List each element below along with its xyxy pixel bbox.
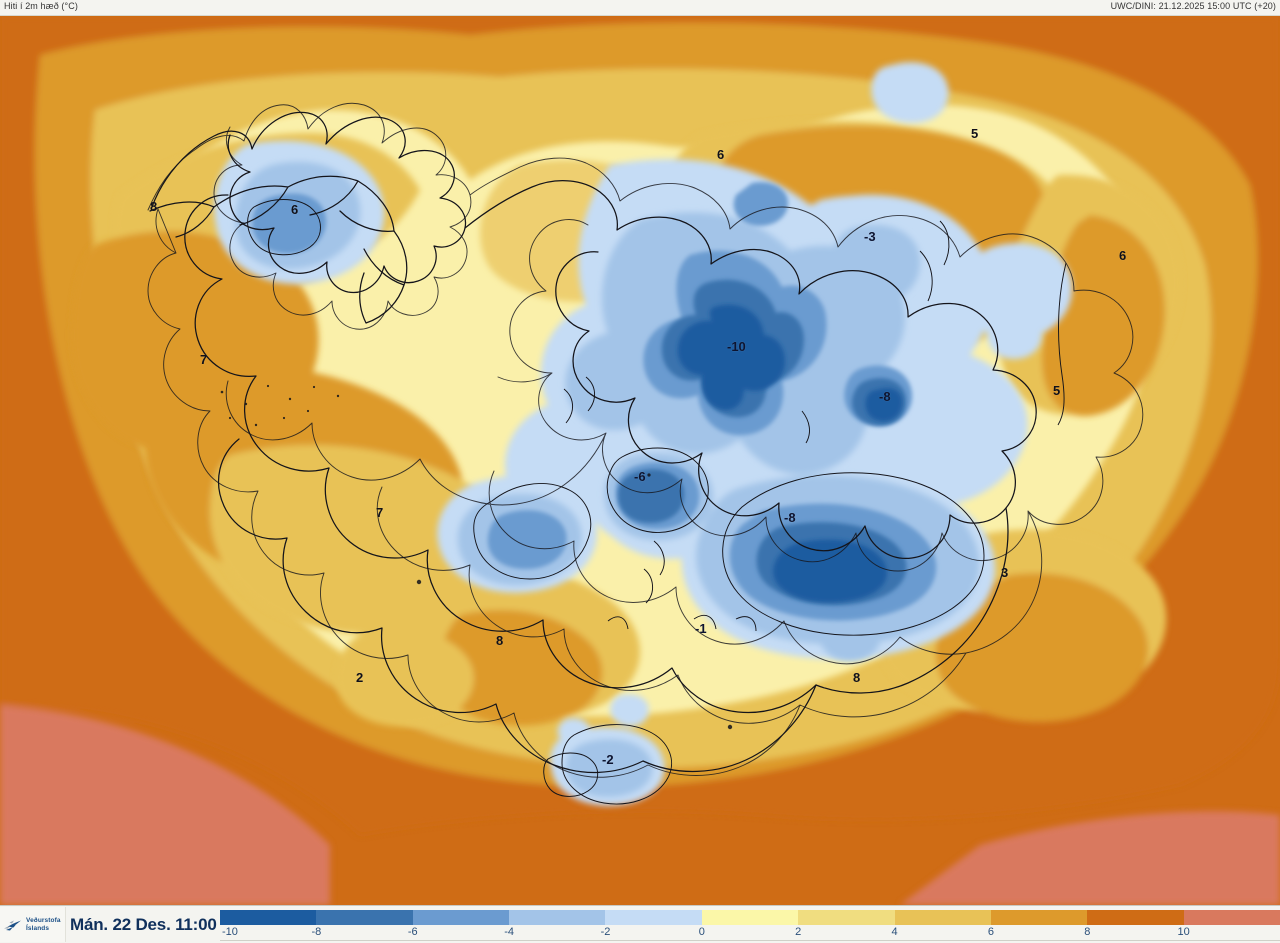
legend-tick: -4	[504, 926, 514, 938]
legend-rule	[220, 940, 1280, 941]
legend-tick: -6	[407, 926, 418, 938]
temperature-label: 8	[496, 633, 504, 648]
legend-band	[990, 910, 1088, 925]
temperature-legend[interactable]: -10 -8 -6 -4 -2 0 2 4 6 8 10	[220, 910, 1280, 943]
legend-tick: 6	[987, 926, 994, 938]
legend-band	[412, 910, 510, 925]
legend-tick: -2	[600, 926, 611, 938]
valid-time: Mán. 22 Des. 11:00	[70, 914, 217, 934]
legend-band	[1183, 910, 1280, 925]
legend-band	[1087, 910, 1184, 925]
temperature-label: 8	[853, 670, 861, 685]
temperature-label: 5	[971, 126, 979, 141]
legend-tick: 0	[698, 926, 705, 938]
map-footer-bar: Veðurstofa Íslands Mán. 22 Des. 11:00 -1…	[0, 905, 1280, 943]
legend-tick: -8	[311, 926, 322, 938]
model-run-info: UWC/DINI: 21.12.2025 15:00 UTC (+20)	[1110, 1, 1276, 11]
agency-name: Veðurstofa Íslands	[26, 917, 61, 932]
legend-tick: 10	[1177, 926, 1190, 938]
temperature-field-svg	[0, 15, 1280, 905]
legend-tick: 4	[891, 926, 898, 938]
legend-tick-labels: -10 -8 -6 -4 -2 0 2 4 6 8 10	[220, 926, 1280, 940]
temperature-map[interactable]: 8 6 7 6 5 -3 6 -10 -8 5 -6 7 -8 3 -1 8 2…	[0, 15, 1280, 905]
temperature-label: 7	[376, 505, 384, 520]
temperature-label: -10	[727, 339, 746, 354]
temperature-label: -1	[695, 621, 707, 636]
temperature-label: 5	[1053, 383, 1061, 398]
valid-time-box: Mán. 22 Des. 11:00	[70, 907, 217, 942]
legend-band	[316, 910, 413, 925]
legend-tick: 8	[1084, 926, 1091, 938]
map-title: Hiti í 2m hæð (°C)	[4, 1, 78, 11]
legend-band	[798, 910, 895, 925]
legend-tick: 2	[795, 926, 802, 938]
temperature-label: 2	[356, 670, 364, 685]
temperature-label: -3	[864, 229, 876, 244]
wind-vane-icon	[4, 920, 21, 930]
legend-band	[509, 910, 606, 925]
legend-band	[220, 910, 317, 925]
temperature-label: -2	[602, 752, 614, 767]
legend-band	[701, 910, 799, 925]
legend-band	[894, 910, 991, 925]
legend-band	[605, 910, 702, 925]
temperature-label: 8	[150, 199, 158, 214]
temperature-label: 3	[1001, 565, 1009, 580]
temperature-label: -6	[634, 469, 646, 484]
agency-name-line2: Íslands	[26, 924, 50, 932]
legend-color-bands	[220, 910, 1280, 925]
map-header-bar: Hiti í 2m hæð (°C) UWC/DINI: 21.12.2025 …	[0, 0, 1280, 16]
temperature-label: -8	[879, 389, 891, 404]
agency-logo[interactable]: Veðurstofa Íslands	[0, 907, 66, 942]
temperature-label: 6	[291, 202, 299, 217]
temperature-label: 7	[200, 352, 208, 367]
agency-name-line1: Veðurstofa	[26, 917, 61, 925]
temperature-label: -8	[784, 510, 796, 525]
temperature-label: 6	[1119, 248, 1127, 263]
temperature-label: 6	[717, 147, 725, 162]
legend-tick: -10	[222, 926, 238, 938]
